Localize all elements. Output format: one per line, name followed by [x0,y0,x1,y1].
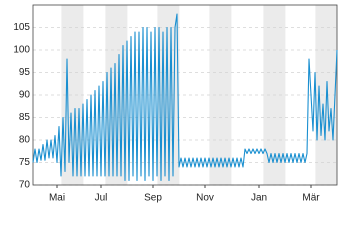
x-tick-label: Sep [144,193,162,204]
y-tick-label: 105 [13,22,30,33]
x-tick-label: Mai [49,193,65,204]
plot-frame [32,4,338,186]
price-line [32,13,338,182]
y-tick-label: 80 [19,135,31,146]
y-tick-label: 100 [13,45,30,56]
x-tick-label: Nov [196,193,214,204]
chart: 70 75 80 85 90 95 100 105 Mai Jul Sep Nov Jan Mär [13,4,338,204]
x-tick-label: Jan [251,193,267,204]
x-tick-label: Jul [95,193,108,204]
y-tick-label: 70 [19,180,31,191]
x-tick-label: Mär [302,193,320,204]
y-tick-label: 75 [19,157,31,168]
y-tick-label: 95 [19,67,31,78]
y-tick-label: 85 [19,112,31,123]
y-tick-label: 90 [19,90,31,101]
